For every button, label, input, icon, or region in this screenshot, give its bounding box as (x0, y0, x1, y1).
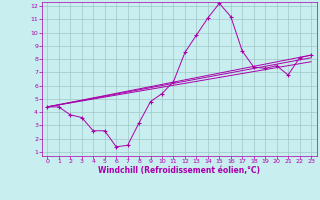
X-axis label: Windchill (Refroidissement éolien,°C): Windchill (Refroidissement éolien,°C) (98, 166, 260, 175)
